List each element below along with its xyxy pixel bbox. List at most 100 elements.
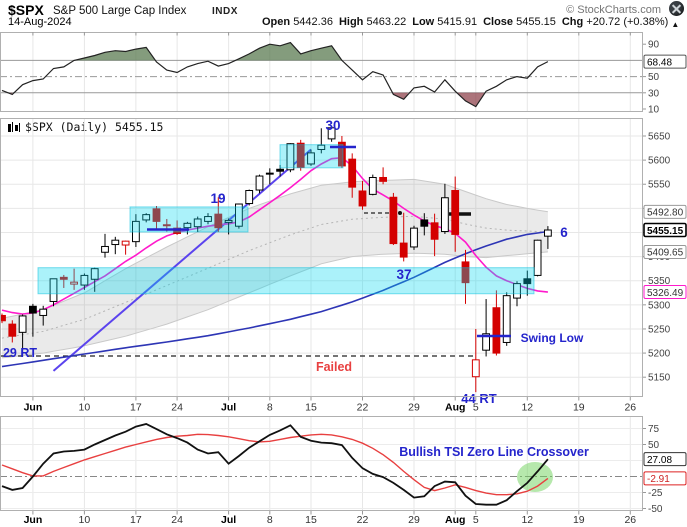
svg-text:27.08: 27.08 [647,455,672,466]
candle-body [235,203,243,227]
volatility-band [2,179,548,358]
zone-30-top [279,144,344,169]
axis-label: Jun [24,514,43,526]
price-axis-label: -25 [648,488,663,499]
candle-body [29,305,37,314]
candle-body [276,168,285,172]
panel-border [0,32,643,112]
svg-text:68.48: 68.48 [647,57,672,68]
candle-body [152,208,161,222]
close-value [643,222,687,238]
candle-body [348,158,357,188]
close-value: 5455.15 [516,16,556,28]
price-axis-label: 5350 [648,276,671,287]
zone-19-consolidation [129,206,249,233]
price-axis-label: 50 [648,72,660,83]
count-29-rt: 29 RT [3,346,37,360]
candle-body [389,196,398,245]
candle-body [533,239,542,276]
low-value: 5415.91 [437,16,478,28]
axis-label: 26 [624,514,636,526]
candle-body [111,239,120,246]
candle-body [39,308,48,316]
candle-body [59,276,68,280]
candle-body [441,197,449,233]
candle-body [8,323,17,337]
count-19: 19 [210,191,225,206]
axis-label: 8 [267,402,273,414]
stockcharts-credit-link[interactable]: © StockCharts.com [566,4,661,16]
navy-ma-line [1,230,549,368]
candle-body [70,281,78,285]
tsi-line [1,423,549,506]
axis-label: 26 [624,402,636,414]
count-37: 37 [396,267,411,282]
tsi-value [643,452,687,467]
main-panel-title: $SPX (Daily) 5455.15 [8,120,163,134]
candle-body [183,222,192,229]
candle-body [368,176,377,195]
exchange-label: INDX [212,6,238,17]
candle-body [204,216,212,222]
tsi-crossover-label: Bullish TSI Zero Line Crossover [399,445,589,459]
axis-label: 8 [267,514,273,526]
panel-border [0,416,643,511]
band-upper-value [643,204,687,219]
axis-label: 24 [171,402,183,414]
candles [0,126,552,393]
symbol-name: S&P 500 Large Cap Index [53,5,187,17]
axis-label: 29 [408,514,420,526]
swing-low-label: Swing Low [521,331,584,345]
price-axis: 5650560055505500545054005350530052505200… [643,40,687,515]
candle-body [410,227,418,248]
overbought-fill [76,42,342,61]
axis-label: 17 [130,402,142,414]
tsi-signal-line [1,433,549,496]
pink-ma-value [643,285,687,300]
symbol: $SPX [8,2,44,18]
candle-body [18,315,27,333]
axis-label: Jun [24,402,43,414]
candle-body [162,224,171,227]
candle-body [101,245,109,253]
candle-body [255,175,264,191]
candle-body [451,190,460,235]
band-lower-edge [1,251,548,359]
date-axis: Jun Jun 10 10 17 17 24 24 Jul Jul 8 8 15 15 22 22 29 29 Au… [24,32,636,526]
price-axis-label: 5200 [648,349,671,360]
axis-label: 15 [305,514,317,526]
candle-body [379,176,388,182]
candle-body [492,307,501,354]
axis-label: 22 [357,402,369,414]
candle-body [214,213,223,229]
tsi-panel: Bullish TSI Zero Line Crossover [0,423,643,506]
axis-label: Jul [221,514,236,526]
price-axis-label: 5150 [648,373,671,384]
candle-body [80,274,89,286]
candle-body [471,359,480,378]
price-axis-label: 50 [648,440,660,451]
candle-body [513,283,521,299]
axis-label: 22 [357,514,369,526]
candle-body [142,214,151,221]
svg-text:-2.91: -2.91 [647,474,670,485]
axis-label: 19 [573,514,585,526]
value-box [643,54,687,69]
axis-label: 29 [408,402,420,414]
candle-body [307,152,315,165]
candle-body [0,314,6,322]
axis-label: 5 [473,402,479,414]
axis-label: Aug [445,402,465,414]
stockcharts-logo-icon[interactable] [669,1,684,16]
candle-body [173,227,181,234]
top-indicator-line [1,41,549,108]
axis-label: 10 [79,514,91,526]
high-value: 5463.22 [366,16,407,28]
candle-body [193,218,202,228]
candle-body [245,190,254,205]
band-lower-value [643,244,687,259]
violet-trendline [52,148,312,372]
chart-type-icon [8,122,21,132]
price-axis-label: 5550 [648,180,671,191]
candle-body [399,242,408,258]
